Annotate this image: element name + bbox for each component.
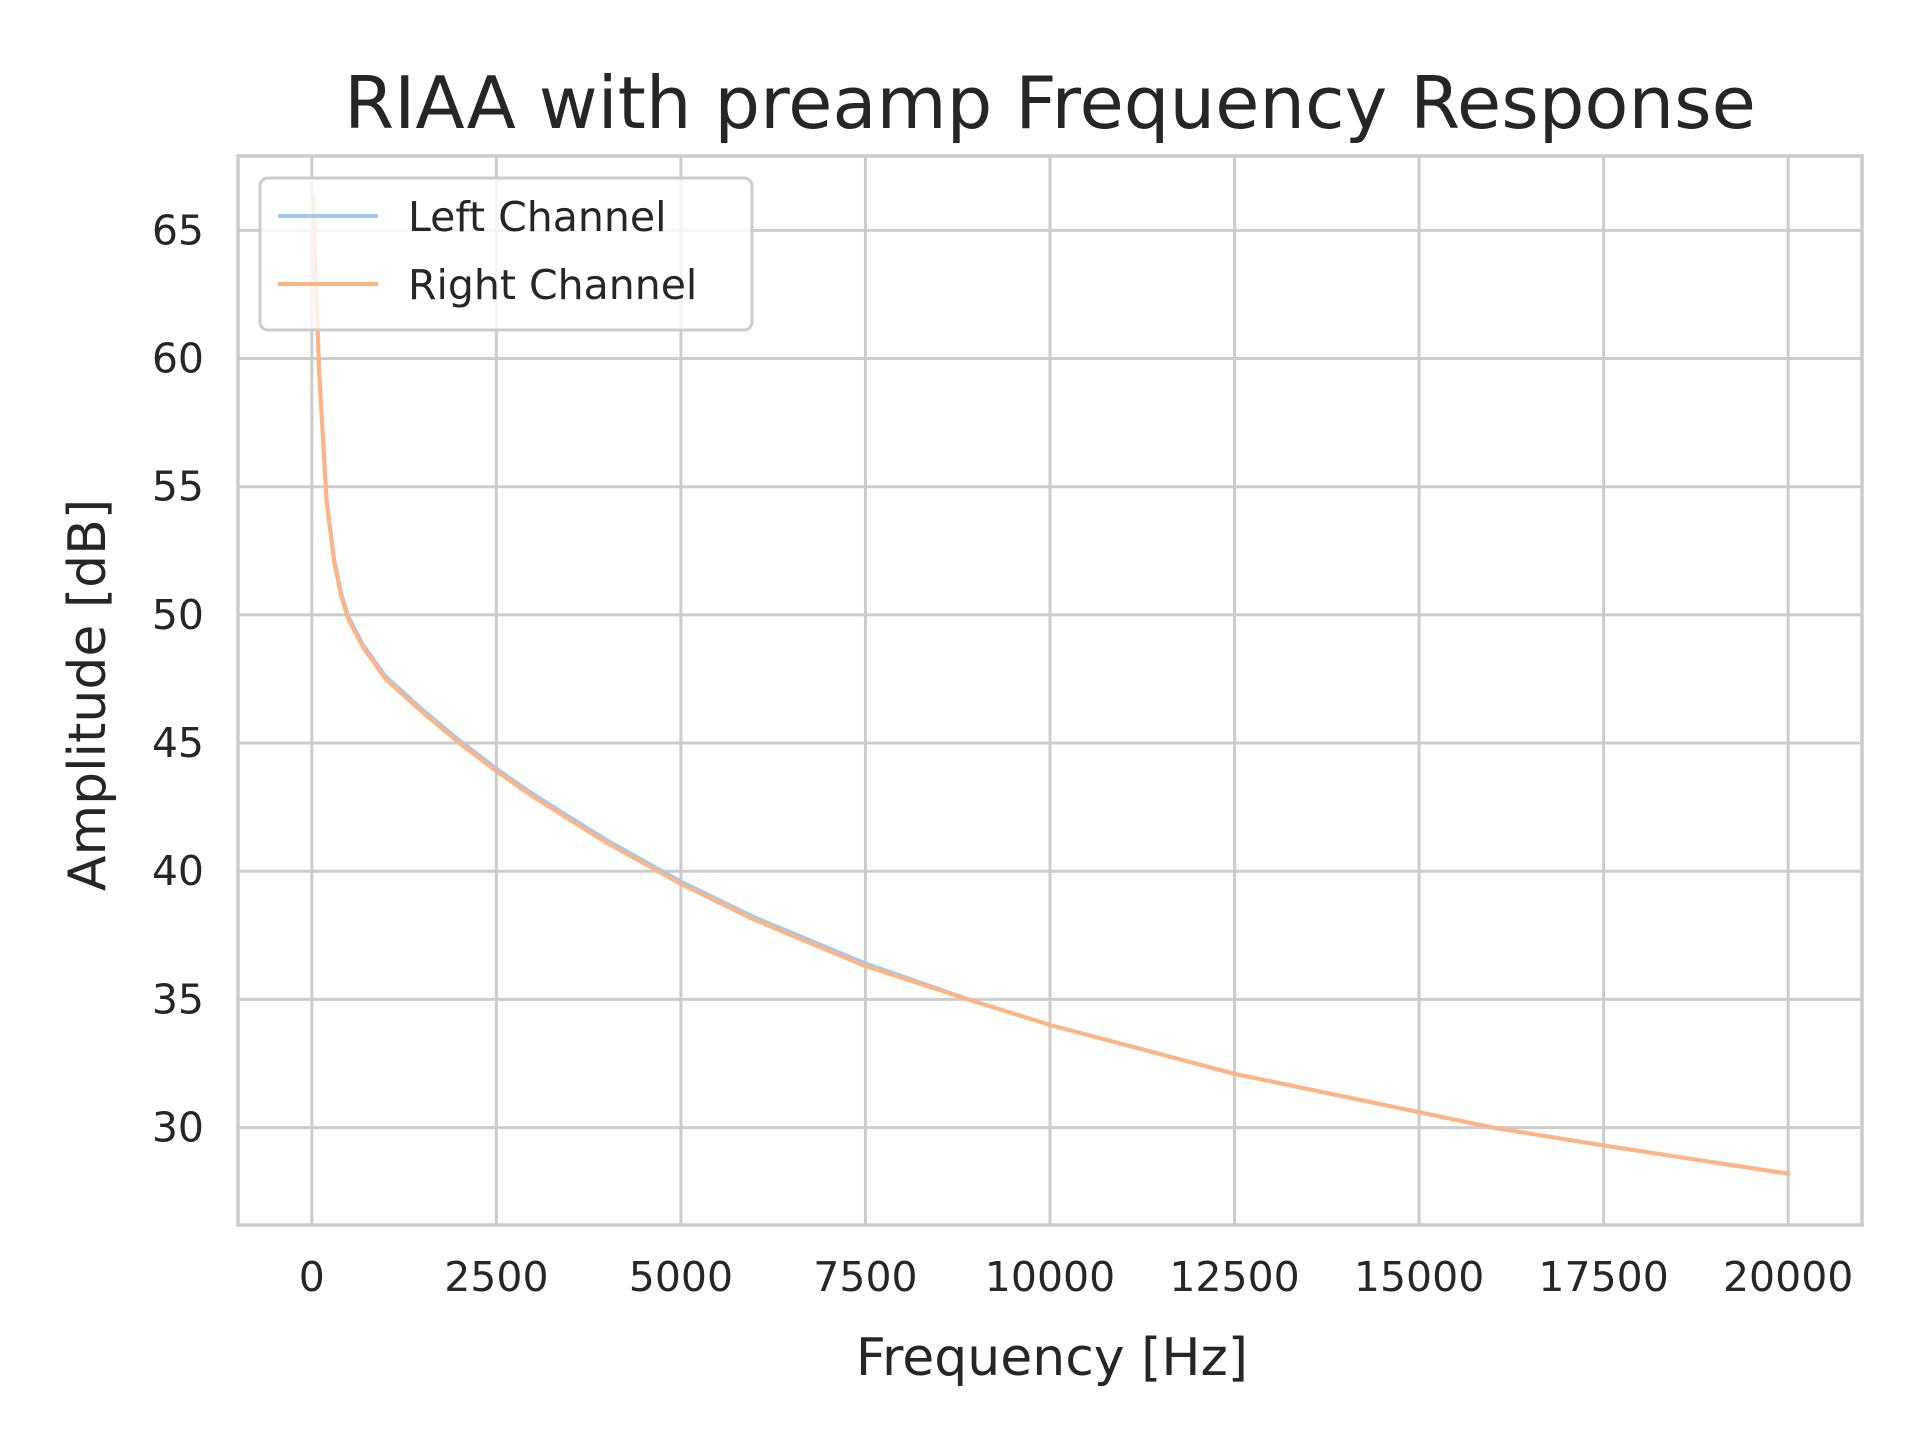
series-line-right-channel [311,197,1791,1176]
plot-frame [236,154,1864,1227]
y-tick-label-4: 50 [152,591,204,639]
y-tick-label-6: 60 [152,335,204,383]
y-tick-label-5: 55 [152,463,204,511]
x-tick-labels: 0 2500 5000 7500 10000 12500 15000 17500 20000 [299,1253,1854,1301]
legend: Left Channel Right Channel [258,176,754,332]
legend-label-right-channel: Right Channel [408,261,697,309]
y-tick-label-3: 45 [152,719,204,767]
y-gridlines [238,228,1862,1130]
legend-box [258,176,754,332]
x-tick-label-5: 12500 [1169,1253,1299,1301]
chart-title: RIAA with preamp Frequency Response [344,61,1756,145]
y-tick-label-7: 65 [152,206,204,254]
y-tick-labels: 30 35 40 45 50 55 60 65 [152,206,204,1151]
x-tick-label-6: 15000 [1354,1253,1484,1301]
series-lines [311,195,1791,1176]
y-tick-label-0: 30 [152,1104,204,1152]
x-axis-label: Frequency [Hz] [856,1328,1248,1388]
x-tick-label-1: 2500 [444,1253,548,1301]
x-tick-label-3: 7500 [813,1253,917,1301]
x-tick-label-2: 5000 [629,1253,733,1301]
x-tick-label-8: 20000 [1723,1253,1853,1301]
y-tick-label-2: 40 [152,847,204,895]
legend-label-left-channel: Left Channel [408,193,667,241]
x-tick-label-0: 0 [299,1253,325,1301]
y-axis-label: Amplitude [dB] [58,499,118,891]
x-tick-label-4: 10000 [985,1253,1115,1301]
x-tick-label-7: 17500 [1538,1253,1668,1301]
y-tick-label-1: 35 [152,975,204,1023]
x-gridlines [310,156,1790,1225]
